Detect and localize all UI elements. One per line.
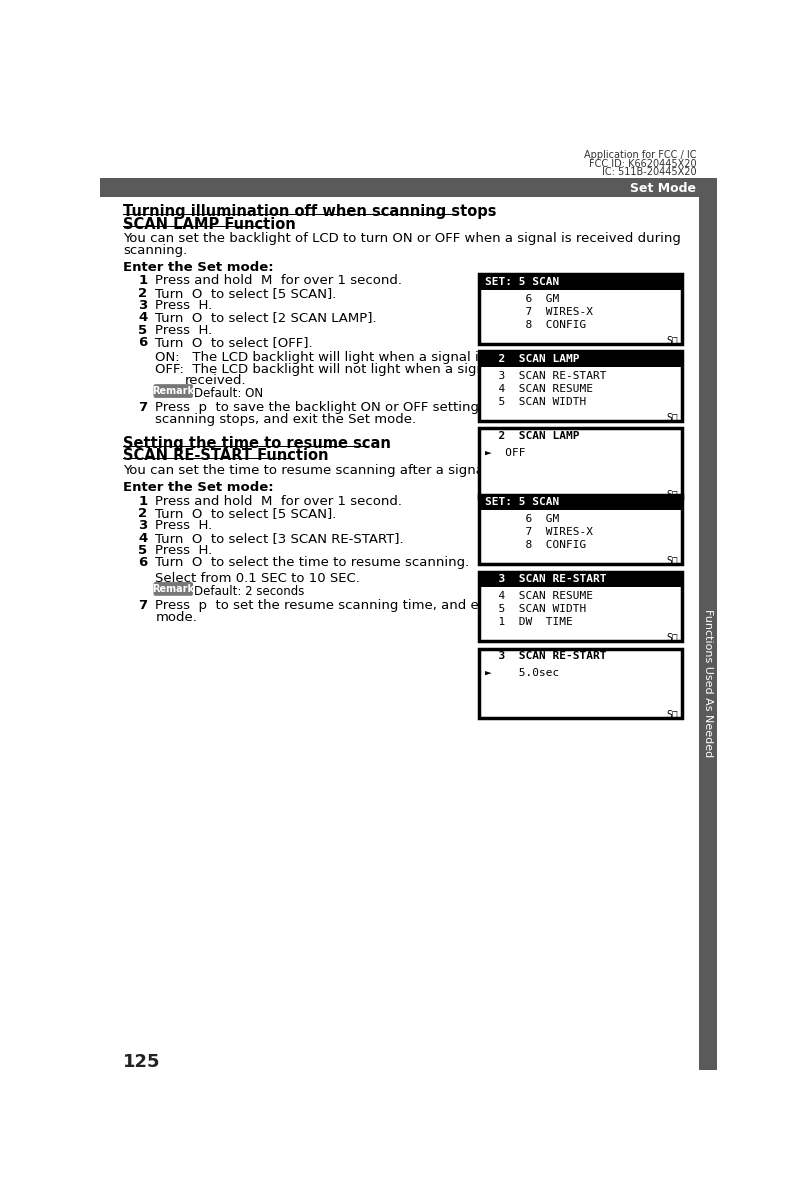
Text: Turn  O  to select [5 SCAN].: Turn O to select [5 SCAN]. xyxy=(155,287,337,299)
Text: 4  SCAN RESUME: 4 SCAN RESUME xyxy=(485,591,593,601)
Text: S⎳: S⎳ xyxy=(666,412,677,422)
Text: You can set the time to resume scanning after a signal is received during scanni: You can set the time to resume scanning … xyxy=(123,464,680,477)
Text: Functions Used As Needed: Functions Used As Needed xyxy=(703,609,713,757)
Text: Default: ON: Default: ON xyxy=(194,387,263,400)
Text: Press  H.: Press H. xyxy=(155,299,213,313)
Bar xyxy=(479,649,682,718)
Bar xyxy=(479,572,682,641)
Text: 2  SCAN LAMP: 2 SCAN LAMP xyxy=(485,353,579,364)
Text: scanning.: scanning. xyxy=(123,244,187,256)
Text: Turn  O  to select [5 SCAN].: Turn O to select [5 SCAN]. xyxy=(155,507,337,520)
Text: Press  p  to save the backlight ON or OFF setting when: Press p to save the backlight ON or OFF … xyxy=(155,401,520,415)
FancyBboxPatch shape xyxy=(155,583,192,595)
Text: SCAN LAMP Function: SCAN LAMP Function xyxy=(123,216,296,232)
Text: IC: 511B-20445X20: IC: 511B-20445X20 xyxy=(602,167,697,178)
Text: S⎳: S⎳ xyxy=(666,709,677,719)
Text: Press  H.: Press H. xyxy=(155,543,213,557)
Text: 125: 125 xyxy=(123,1053,160,1071)
Text: Remark: Remark xyxy=(152,584,194,594)
Text: 2  SCAN LAMP: 2 SCAN LAMP xyxy=(485,430,579,441)
Text: Press and hold  M  for over 1 second.: Press and hold M for over 1 second. xyxy=(155,274,402,287)
Text: Press  H.: Press H. xyxy=(155,519,213,532)
Text: 4: 4 xyxy=(139,311,147,325)
Text: 2: 2 xyxy=(139,287,147,299)
Text: 8  CONFIG: 8 CONFIG xyxy=(485,320,586,331)
Text: 5  SCAN WIDTH: 5 SCAN WIDTH xyxy=(485,397,586,407)
Text: Remark: Remark xyxy=(152,386,194,395)
Text: 5: 5 xyxy=(139,323,147,337)
Text: 6  GM: 6 GM xyxy=(485,294,559,304)
Text: ►    5.0sec: ► 5.0sec xyxy=(485,668,559,678)
Text: 5: 5 xyxy=(139,543,147,557)
Bar xyxy=(100,178,717,197)
Text: Turn  O  to select [3 SCAN RE-START].: Turn O to select [3 SCAN RE-START]. xyxy=(155,531,404,545)
Bar xyxy=(479,274,682,344)
Text: SET: 5 SCAN: SET: 5 SCAN xyxy=(485,276,559,287)
Text: mode.: mode. xyxy=(155,611,198,624)
Text: Setting the time to resume scan: Setting the time to resume scan xyxy=(123,436,391,451)
Text: scanning stops, and exit the Set mode.: scanning stops, and exit the Set mode. xyxy=(155,413,417,426)
Bar xyxy=(481,496,681,511)
Text: 4  SCAN RESUME: 4 SCAN RESUME xyxy=(485,385,593,394)
Text: S⎳: S⎳ xyxy=(666,632,677,642)
Text: Enter the Set mode:: Enter the Set mode: xyxy=(123,261,273,274)
Bar xyxy=(479,428,682,498)
Text: 7  WIRES-X: 7 WIRES-X xyxy=(485,307,593,317)
Text: 3  SCAN RE-START: 3 SCAN RE-START xyxy=(485,573,607,584)
Text: Turn  O  to select [2 SCAN LAMP].: Turn O to select [2 SCAN LAMP]. xyxy=(155,311,377,325)
Text: 8  CONFIG: 8 CONFIG xyxy=(485,541,586,551)
Bar xyxy=(481,353,681,367)
Text: ON:   The LCD backlight will light when a signal is received.: ON: The LCD backlight will light when a … xyxy=(155,351,552,364)
Text: FCC ID: K6620445X20: FCC ID: K6620445X20 xyxy=(589,159,697,168)
Text: 4: 4 xyxy=(139,531,147,545)
Text: 3  SCAN RE-START: 3 SCAN RE-START xyxy=(485,371,607,381)
Text: S⎳: S⎳ xyxy=(666,555,677,565)
Text: 1: 1 xyxy=(139,494,147,507)
Text: 7  WIRES-X: 7 WIRES-X xyxy=(485,528,593,537)
Text: 7: 7 xyxy=(139,401,147,415)
Text: 7: 7 xyxy=(139,600,147,612)
Text: Press  p  to set the resume scanning time, and exit the Set: Press p to set the resume scanning time,… xyxy=(155,600,548,612)
Bar xyxy=(481,276,681,290)
Text: 2: 2 xyxy=(139,507,147,520)
Text: 1: 1 xyxy=(139,274,147,287)
Text: Default: 2 seconds: Default: 2 seconds xyxy=(194,584,304,597)
Text: Turning illumination off when scanning stops: Turning illumination off when scanning s… xyxy=(123,204,497,219)
Text: Turn  O  to select [OFF].: Turn O to select [OFF]. xyxy=(155,337,313,349)
Text: Set Mode: Set Mode xyxy=(630,182,697,195)
Text: You can set the backlight of LCD to turn ON or OFF when a signal is received dur: You can set the backlight of LCD to turn… xyxy=(123,232,681,245)
Text: 6  GM: 6 GM xyxy=(485,514,559,524)
Bar xyxy=(479,494,682,564)
Text: Turn  O  to select the time to resume scanning.: Turn O to select the time to resume scan… xyxy=(155,557,469,570)
Text: 3: 3 xyxy=(139,519,147,532)
Text: Application for FCC / IC: Application for FCC / IC xyxy=(584,150,697,160)
Text: S⎳: S⎳ xyxy=(666,489,677,499)
Text: 1  DW  TIME: 1 DW TIME xyxy=(485,618,572,627)
Text: 6: 6 xyxy=(139,337,147,349)
Text: 3  SCAN RE-START: 3 SCAN RE-START xyxy=(485,651,607,661)
Text: received.: received. xyxy=(185,374,246,387)
Text: Press and hold  M  for over 1 second.: Press and hold M for over 1 second. xyxy=(155,494,402,507)
Text: Select from 0.1 SEC to 10 SEC.: Select from 0.1 SEC to 10 SEC. xyxy=(155,572,360,584)
Text: Enter the Set mode:: Enter the Set mode: xyxy=(123,481,273,494)
Text: OFF:  The LCD backlight will not light when a signal is: OFF: The LCD backlight will not light wh… xyxy=(155,363,512,376)
Text: SCAN RE-START Function: SCAN RE-START Function xyxy=(123,448,328,464)
Text: 5  SCAN WIDTH: 5 SCAN WIDTH xyxy=(485,605,586,614)
Bar xyxy=(699,197,717,1070)
Text: Press  H.: Press H. xyxy=(155,323,213,337)
Text: ►  OFF: ► OFF xyxy=(485,448,525,458)
Text: 3: 3 xyxy=(139,299,147,313)
Text: S⎳: S⎳ xyxy=(666,335,677,345)
Bar xyxy=(479,351,682,421)
FancyBboxPatch shape xyxy=(155,385,192,397)
Bar xyxy=(481,573,681,588)
Text: 6: 6 xyxy=(139,557,147,570)
Text: SET: 5 SCAN: SET: 5 SCAN xyxy=(485,496,559,507)
